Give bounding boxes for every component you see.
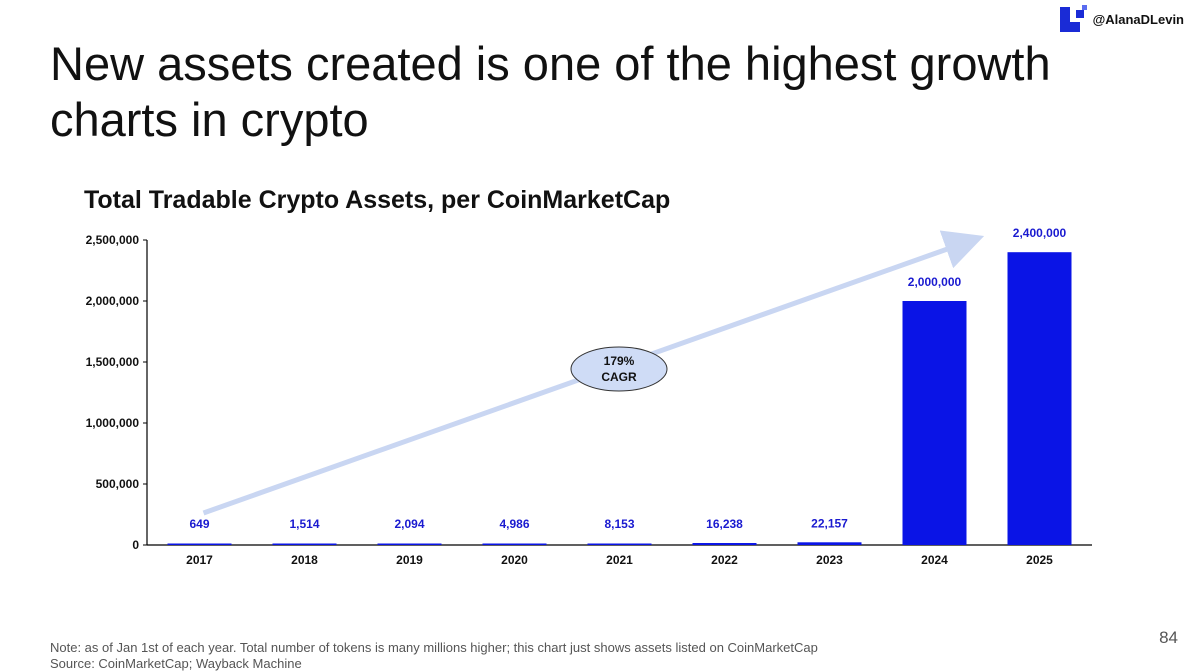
bar (587, 543, 652, 545)
bar (167, 543, 232, 545)
data-label: 649 (189, 517, 209, 531)
x-tick-label: 2023 (816, 553, 843, 567)
data-label: 16,238 (706, 517, 743, 531)
y-tick-label: 2,000,000 (86, 294, 140, 308)
brand-logo-icon (1059, 5, 1087, 32)
data-label: 2,094 (394, 517, 424, 531)
bar (377, 543, 442, 545)
page-number: 84 (1159, 628, 1178, 647)
bar-chart: 0 500,000 1,000,000 1,500,000 2,000,000 2,500… (86, 226, 1092, 567)
x-tick-label: 2020 (501, 553, 528, 567)
y-tick-label: 1,500,000 (86, 355, 140, 369)
y-tick-label: 500,000 (96, 477, 140, 491)
cagr-ellipse (570, 346, 668, 392)
data-label: 4,986 (499, 517, 529, 531)
bar (902, 301, 967, 545)
y-tick-label: 2,500,000 (86, 233, 140, 247)
chart-title: Total Tradable Crypto Assets, per CoinMa… (84, 186, 671, 214)
footnote-source: Source: CoinMarketCap; Wayback Machine (50, 656, 302, 671)
data-label: 8,153 (604, 517, 634, 531)
brand-handle: @AlanaDLevin (1092, 11, 1184, 27)
bar (1007, 252, 1072, 545)
bar (272, 543, 337, 545)
data-label: 1,514 (289, 517, 319, 531)
data-label: 2,000,000 (908, 275, 962, 289)
slide-title: New assets created is one of the highest… (50, 37, 1051, 146)
brand-header: @AlanaDLevin (1059, 4, 1184, 34)
x-tick-label: 2019 (396, 553, 423, 567)
data-label: 22,157 (811, 516, 848, 530)
bar (482, 543, 547, 545)
x-tick-label: 2022 (711, 553, 738, 567)
cagr-label-text: CAGR (601, 370, 637, 384)
x-tick-label: 2025 (1026, 553, 1053, 567)
cagr-label-value: 179% (604, 354, 635, 368)
y-tick-label: 0 (132, 538, 139, 552)
bar (692, 543, 757, 545)
data-label: 2,400,000 (1013, 226, 1067, 240)
footnote: Note: as of Jan 1st of each year. Total … (50, 640, 818, 672)
x-tick-label: 2017 (186, 553, 213, 567)
x-tick-label: 2018 (291, 553, 318, 567)
bar (797, 542, 862, 545)
x-tick-label: 2024 (921, 553, 948, 567)
x-tick-label: 2021 (606, 553, 633, 567)
footnote-note: Note: as of Jan 1st of each year. Total … (50, 640, 818, 655)
y-tick-label: 1,000,000 (86, 416, 140, 430)
